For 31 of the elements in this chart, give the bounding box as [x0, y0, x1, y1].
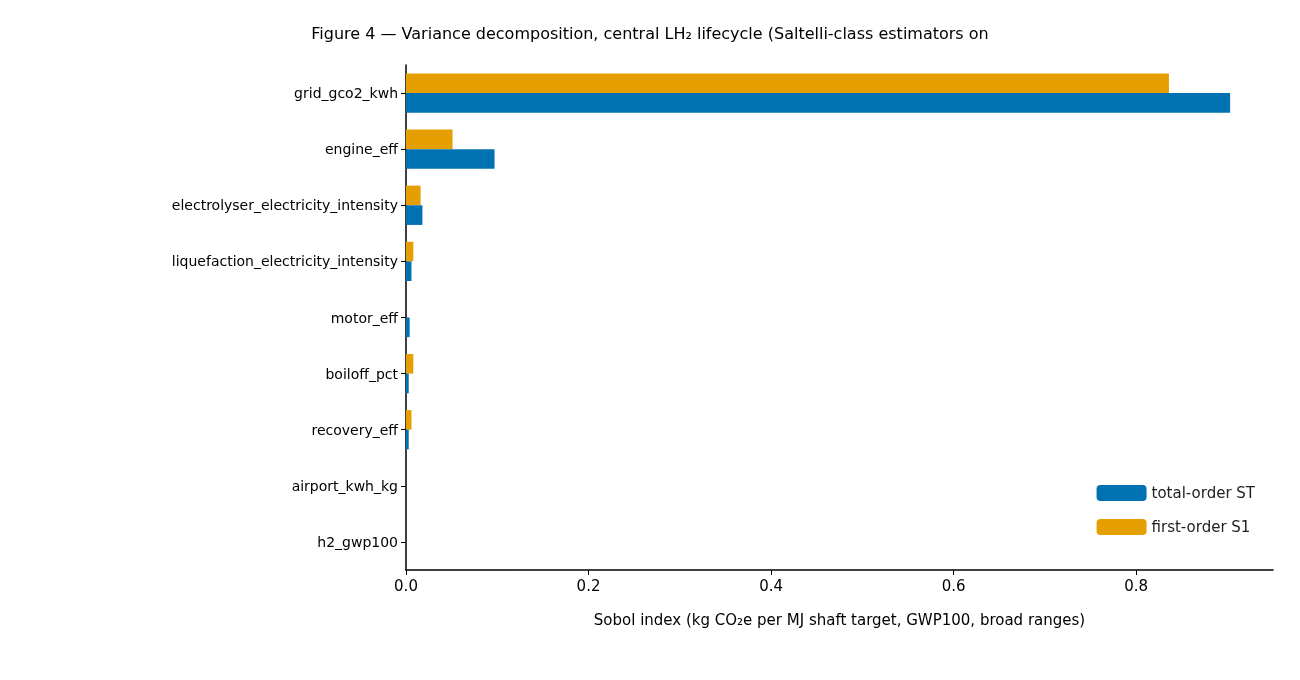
x-tick-label: 0.8 — [1124, 576, 1149, 595]
bar — [406, 429, 409, 450]
bar — [406, 373, 409, 394]
bar — [406, 149, 495, 169]
bar — [406, 317, 410, 338]
y-tick-label: liquefaction_electricity_intensity — [171, 253, 398, 270]
y-tick-label: boiloff_pct — [325, 365, 399, 382]
y-tick-label: airport_kwh_kg — [291, 477, 398, 494]
bar — [406, 261, 412, 282]
bar — [406, 205, 423, 225]
x-tick-label: 0.2 — [576, 576, 601, 595]
bar — [406, 73, 1169, 94]
y-tick-label: h2_gwp100 — [317, 533, 398, 550]
legend-label: total-order ST — [1151, 484, 1256, 502]
chart-title: Figure 4 — Variance decomposition, central LH₂ lifecycle (Saltelli-class estimators on — [311, 23, 989, 43]
x-tick-label: 0.6 — [941, 576, 966, 595]
legend-label: first-order S1 — [1151, 518, 1251, 536]
bar — [406, 241, 414, 262]
y-tick-label: grid_gco2_kwh — [294, 85, 398, 102]
y-tick-label: recovery_eff — [311, 421, 399, 438]
y-tick-label: electrolyser_electricity_intensity — [171, 197, 398, 214]
y-tick-label: engine_eff — [324, 141, 399, 158]
x-tick-label: 0.4 — [759, 576, 783, 595]
bar — [406, 93, 1231, 113]
x-axis-title: Sobol index (kg CO₂e per MJ shaft target, GWP100, broad ranges) — [593, 610, 1086, 629]
bar — [406, 129, 453, 150]
bar — [406, 353, 414, 374]
x-tick-label: 0.0 — [394, 576, 418, 595]
bar — [406, 410, 412, 430]
bar — [406, 185, 421, 206]
y-tick-label: motor_eff — [330, 309, 399, 326]
